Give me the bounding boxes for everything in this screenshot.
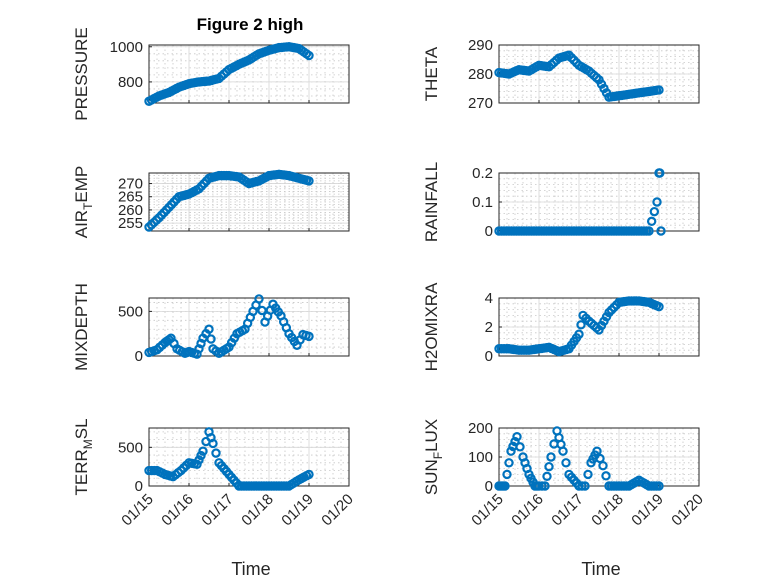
data-point	[211, 448, 221, 458]
panel-rainfall: 0 0.1 0.2 RAINFALL	[422, 162, 700, 242]
data-point	[654, 481, 664, 491]
figure-title: Figure 2 high	[197, 15, 304, 34]
data-point	[655, 168, 665, 178]
y-tick-label: 0	[485, 348, 493, 365]
y-axis-label: TERRMSL	[72, 418, 95, 495]
data-point	[502, 469, 512, 480]
data-point	[504, 458, 514, 468]
y-axis-label: RAINFALL	[422, 162, 441, 242]
data-point	[304, 50, 314, 61]
data-point	[208, 438, 218, 449]
y-tick-label: 265	[118, 189, 143, 206]
data-point	[580, 481, 590, 491]
data-point	[254, 294, 264, 304]
data-point	[512, 432, 522, 442]
data-point	[198, 446, 208, 456]
data-point	[595, 453, 605, 464]
y-tick-label: 255	[118, 215, 143, 232]
y-tick-label: 260	[118, 202, 143, 219]
y-tick-label: 280	[468, 66, 493, 83]
y-tick-label: 2	[485, 319, 493, 336]
data-point	[257, 305, 267, 316]
data-point	[583, 469, 593, 480]
y-tick-label: 0.2	[472, 165, 493, 182]
data-point	[510, 436, 520, 447]
axes-frame	[148, 44, 350, 104]
data-point	[644, 226, 654, 236]
data-point	[204, 324, 214, 334]
y-tick-label: 270	[118, 176, 143, 193]
data-point	[656, 226, 666, 236]
y-axis-label: PRESSURE	[72, 27, 91, 121]
y-tick-label: 0	[135, 348, 143, 365]
data-point	[544, 461, 554, 472]
y-tick-label: 0	[135, 478, 143, 495]
data-point	[601, 471, 611, 481]
data-point	[652, 197, 662, 207]
data-point	[540, 481, 550, 491]
data-point	[546, 452, 556, 462]
y-axis-label: MIXDEPTH	[72, 283, 91, 371]
data-point	[654, 302, 664, 312]
y-tick-label: 270	[468, 95, 493, 112]
axes-frame	[148, 172, 350, 232]
y-tick-label: 500	[118, 439, 143, 456]
y-tick-label: 0.1	[472, 194, 493, 211]
panel-theta: 270 280 290 THETA	[422, 37, 700, 112]
y-axis-label: AIRTEMP	[72, 166, 95, 239]
data-point	[304, 331, 314, 342]
data-point	[592, 446, 602, 456]
axes-frame	[148, 297, 350, 357]
data-point	[598, 461, 608, 471]
y-axis-label: H2OMIXRA	[422, 282, 441, 371]
y-tick-label: 100	[468, 449, 493, 466]
data-point	[558, 446, 568, 456]
y-tick-label: 800	[118, 74, 143, 91]
data-point	[304, 469, 314, 480]
y-tick-label: 0	[485, 223, 493, 240]
y-tick-label: 4	[485, 290, 493, 307]
panel-pressure: 800 1000 PRESSURE	[72, 27, 350, 121]
y-tick-label: 200	[468, 420, 493, 437]
x-axis-label: Time	[581, 559, 620, 579]
y-tick-label: 0	[485, 478, 493, 495]
data-point	[542, 471, 552, 482]
data-point	[574, 329, 584, 339]
panel-h2omixra: 0 2 4 H2OMIXRA	[422, 282, 700, 371]
data-point	[649, 206, 660, 217]
data-point	[515, 442, 525, 452]
y-tick-label: 1000	[110, 39, 143, 56]
y-axis-label: SUNFLUX	[422, 419, 445, 495]
data-point	[500, 481, 510, 491]
data-point	[561, 458, 571, 468]
data-point	[206, 334, 216, 344]
y-tick-label: 290	[468, 37, 493, 54]
data-point	[654, 85, 664, 95]
data-point	[506, 446, 516, 456]
x-axis-label: Time	[231, 559, 270, 579]
y-tick-label: 500	[118, 303, 143, 320]
data-point	[576, 320, 586, 330]
data-point	[304, 176, 314, 186]
data-point	[646, 216, 657, 227]
panel-mixdepth: 0 500 MIXDEPTH	[72, 283, 350, 371]
y-axis-label: THETA	[422, 46, 441, 101]
